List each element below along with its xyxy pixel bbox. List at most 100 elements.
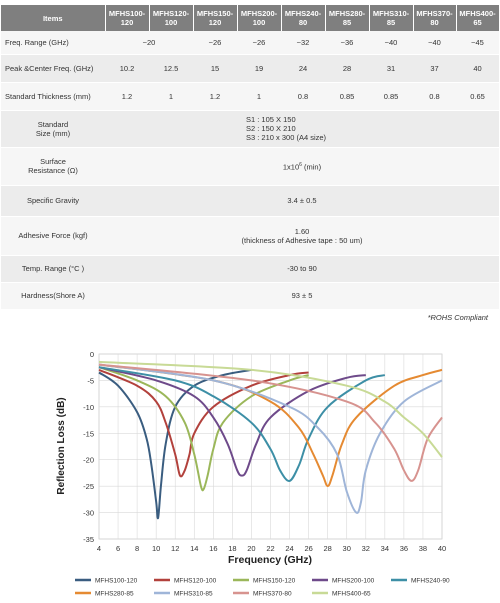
y-tick-label: 0 — [90, 350, 94, 359]
table-cell: 12.5 — [149, 54, 193, 83]
header-row: Items MFHS100-120 MFHS120-100 MFHS150-12… — [1, 5, 500, 31]
surface-unit: (min) — [301, 162, 322, 172]
table-cell: ~45 — [456, 31, 499, 55]
x-tick-label: 4 — [97, 544, 101, 553]
adhesive-line: 1.60 — [294, 226, 310, 236]
surface-base: 1x10 — [282, 162, 300, 172]
x-tick-label: 38 — [419, 544, 427, 553]
table-cell: ~26 — [237, 31, 281, 55]
row-label: Specific Gravity — [1, 185, 105, 217]
table-cell: 31 — [369, 54, 413, 83]
y-tick-label: -20 — [83, 456, 94, 465]
header-model: MFHS310-85 — [369, 5, 414, 31]
x-tick-label: 24 — [285, 544, 293, 553]
x-tick-label: 34 — [381, 544, 389, 553]
header-model: MFHS120-100 — [149, 5, 194, 31]
x-tick-label: 30 — [343, 544, 351, 553]
series-line — [98, 366, 309, 492]
legend: MFHS100-120 MFHS120-100 MFHS150-120 MFHS200… — [75, 578, 450, 598]
table-cell: 24 — [281, 54, 325, 83]
table-cell: -30 to 90 — [105, 255, 499, 283]
table-cell: ~40 — [413, 31, 456, 55]
y-tick-label: -5 — [87, 376, 94, 385]
legend-label: MFHS150-120 — [253, 578, 296, 585]
table-cell: 19 — [237, 54, 281, 83]
spec-table: Items MFHS100-120 MFHS120-100 MFHS150-12… — [1, 5, 500, 310]
adhesive-value: 1.60 (thickness of Adhesive tape : 50 um… — [105, 216, 499, 256]
table-cell: 0.8 — [413, 82, 456, 111]
table-cell: ~40 — [369, 31, 413, 55]
table-cell: 15 — [193, 54, 237, 83]
table-cell: 0.65 — [456, 82, 499, 111]
header-model: MFHS240-80 — [281, 5, 326, 31]
legend-label: MFHS100-120 — [95, 578, 138, 585]
rohs-note: *ROHS Compliant — [427, 313, 488, 322]
size-line: S2 : 150 X 210 — [246, 124, 296, 133]
series-line — [98, 363, 443, 482]
table-row-adhesive: Adhesive Force (kgf) 1.60 (thickness of … — [1, 216, 499, 256]
y-tick-label: -10 — [83, 403, 94, 412]
table-cell: 1 — [237, 82, 281, 111]
series-line — [98, 363, 443, 488]
x-tick-label: 8 — [135, 544, 139, 553]
x-tick-label: 12 — [171, 544, 179, 553]
row-label-line: Standard — [37, 119, 69, 129]
x-tick-label: 10 — [152, 544, 160, 553]
header-model: MFHS200-100 — [237, 5, 282, 31]
row-label: Temp. Range (°C ) — [1, 255, 105, 283]
table-cell: 93 ± 5 — [105, 282, 499, 310]
size-line: S3 : 210 x 300 (A4 size) — [246, 133, 327, 142]
table-cell: 40 — [456, 54, 499, 83]
table-row-peak: Peak &Center Freq. (GHz) 10.2 12.5 15 19… — [1, 54, 499, 83]
x-tick-labels: 4 6 8 10 12 14 16 18 20 22 24 26 28 30 32 34 36 38 40 — [97, 544, 446, 553]
table-cell: 28 — [325, 54, 369, 83]
x-tick-label: 6 — [116, 544, 120, 553]
x-axis-label: Frequency (GHz) — [228, 554, 312, 566]
table-cell: 0.85 — [325, 82, 369, 111]
row-label: Hardness(Shore A) — [1, 282, 105, 310]
table-cell: 10.2 — [105, 54, 149, 83]
table-cell: ~32 — [281, 31, 325, 55]
y-tick-label: -15 — [83, 429, 94, 438]
x-tick-label: 26 — [304, 544, 312, 553]
series-line — [98, 360, 443, 458]
row-label: Standard Size (mm) — [1, 110, 105, 148]
row-label: Peak &Center Freq. (GHz) — [1, 54, 105, 83]
header-model: MFHS280-85 — [325, 5, 370, 31]
y-tick-label: -25 — [83, 482, 94, 491]
table-cell: 1 — [149, 82, 193, 111]
table-row-freq: Freq. Range (GHz) ~20 ~26 ~26 ~32 ~36 ~4… — [1, 31, 499, 55]
series-line — [98, 366, 386, 482]
legend-label: MFHS240-90 — [411, 578, 450, 585]
header-model: MFHS100-120 — [105, 5, 150, 31]
table-cell: 0.85 — [369, 82, 413, 111]
table-cell: ~26 — [193, 31, 237, 55]
table-row-hardness: Hardness(Shore A) 93 ± 5 — [1, 282, 499, 310]
y-axis-label: Reflection Loss (dB) — [56, 397, 67, 494]
legend-label: MFHS370-80 — [253, 591, 292, 598]
surface-exponent: 6 — [299, 161, 302, 168]
row-label: Adhesive Force (kgf) — [1, 216, 105, 256]
header-model: MFHS400-65 — [456, 5, 500, 31]
row-label-line: Resistance (Ω) — [28, 166, 78, 175]
y-tick-label: -35 — [83, 535, 94, 544]
x-tick-label: 20 — [247, 544, 255, 553]
series-line — [98, 368, 309, 478]
row-label: Freq. Range (GHz) — [1, 31, 105, 55]
x-tick-label: 40 — [438, 544, 446, 553]
x-tick-label: 36 — [400, 544, 408, 553]
surface-value: 1x106 (min) — [105, 147, 499, 186]
x-tick-label: 22 — [266, 544, 274, 553]
table-cell: 0.8 — [281, 82, 325, 111]
x-tick-label: 16 — [209, 544, 217, 553]
series-line — [98, 363, 443, 514]
table-cell: ~36 — [325, 31, 369, 55]
series-lines — [98, 360, 443, 520]
y-tick-labels: 0 -5 -10 -15 -20 -25 -30 -35 — [83, 350, 94, 544]
x-tick-label: 18 — [228, 544, 236, 553]
x-tick-label: 28 — [323, 544, 331, 553]
row-label-line: Surface — [40, 157, 66, 166]
table-cell: 1.2 — [193, 82, 237, 111]
reflection-loss-chart: 4 6 8 10 12 14 16 18 20 22 24 26 28 30 32 34 36 38 40 0 -5 -… — [0, 325, 500, 598]
table-row-gravity: Specific Gravity 3.4 ± 0.5 — [1, 185, 499, 217]
